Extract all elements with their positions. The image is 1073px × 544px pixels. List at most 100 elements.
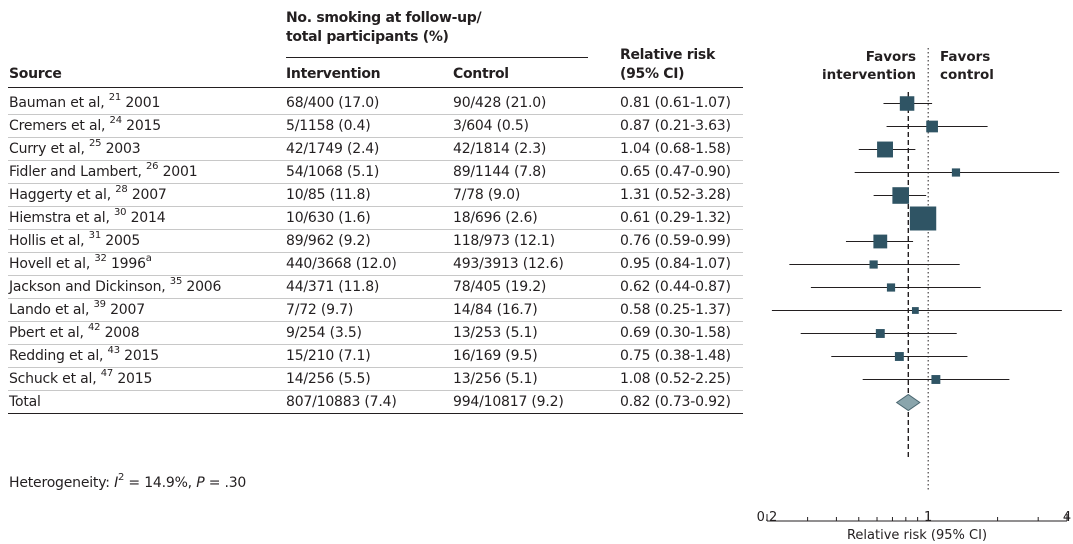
study-year: 2015	[126, 118, 161, 134]
study-control: 118/973 (12.1)	[453, 233, 555, 249]
study-control: 90/428 (21.0)	[453, 95, 547, 111]
study-control: 14/84 (16.7)	[453, 302, 538, 318]
total-intervention: 807/10883 (7.4)	[286, 394, 397, 410]
study-ref: 26	[146, 161, 159, 173]
point-marker	[894, 352, 904, 361]
x-tick-label: 1	[924, 510, 932, 525]
study-year: 2001	[162, 164, 198, 180]
study-name: Pbert et al,	[9, 325, 84, 341]
heterogeneity-i-sup: 2	[118, 472, 125, 484]
study-source: Jackson and Dickinson, 35 2006	[9, 277, 222, 295]
study-ref: 24	[109, 115, 123, 127]
favors-control-line1: Favors	[940, 49, 990, 65]
study-year: 2015	[117, 371, 153, 387]
study-ref: 28	[115, 184, 128, 196]
total-divider	[8, 413, 743, 414]
rr-header-line2: (95% CI)	[620, 66, 685, 82]
heterogeneity-text: Heterogeneity: I2 = 14.9%, P = .30	[9, 472, 246, 491]
row-divider	[8, 321, 743, 322]
x-axis-title: Relative risk (95% CI)	[847, 528, 987, 543]
study-intervention: 440/3668 (12.0)	[286, 256, 397, 272]
point-marker	[931, 375, 941, 384]
study-ref: 32	[94, 253, 107, 265]
study-name: Curry et al,	[9, 141, 85, 157]
study-control: 89/1144 (7.8)	[453, 164, 547, 180]
study-source: Haggerty et al, 28 2007	[9, 184, 167, 203]
study-year: 2015	[124, 348, 159, 364]
study-ref: 25	[89, 138, 102, 150]
heterogeneity-i-symbol: I	[114, 475, 118, 491]
point-marker	[951, 168, 961, 177]
study-year: 2008	[104, 325, 140, 341]
study-ref: 39	[93, 299, 107, 311]
study-intervention: 9/254 (3.5)	[286, 325, 362, 341]
row-divider	[8, 252, 743, 253]
study-control: 7/78 (9.0)	[453, 187, 521, 203]
total-label: Total	[9, 394, 41, 410]
study-ref: 42	[87, 322, 101, 334]
point-marker	[873, 234, 888, 249]
heterogeneity-p-symbol: P	[196, 475, 205, 491]
study-rr-text: 0.61 (0.29-1.32)	[620, 210, 731, 226]
study-source: Cremers et al, 24 2015	[9, 115, 161, 134]
x-tick-label: 4	[1063, 510, 1071, 525]
study-rr-text: 0.87 (0.21-3.63)	[620, 118, 731, 134]
study-rr-text: 0.76 (0.59-0.99)	[620, 233, 731, 249]
study-name: Bauman et al,	[9, 95, 105, 111]
group-title-line2: total participants (%)	[286, 29, 449, 45]
study-year: 2001	[125, 95, 161, 111]
row-divider	[8, 298, 743, 299]
group-title-line1: No. smoking at follow-up/	[286, 10, 482, 26]
study-rr-text: 0.58 (0.25-1.37)	[620, 302, 731, 318]
study-intervention: 10/630 (1.6)	[286, 210, 371, 226]
study-intervention: 5/1158 (0.4)	[286, 118, 371, 134]
heterogeneity-i-value: = 14.9%,	[124, 475, 197, 491]
study-year: 2007	[110, 302, 145, 318]
header-rule	[8, 87, 743, 88]
study-source: Curry et al, 25 2003	[9, 138, 141, 157]
favors-intervention-line2: intervention	[822, 67, 916, 83]
row-divider	[8, 229, 743, 230]
pooled-diamond	[895, 393, 921, 412]
point-marker	[877, 141, 893, 158]
study-ref: 30	[113, 207, 127, 219]
study-ref: 31	[88, 230, 102, 242]
study-source: Pbert et al, 42 2008	[9, 322, 140, 341]
study-control: 42/1814 (2.3)	[453, 141, 547, 157]
row-divider	[8, 344, 743, 345]
point-marker	[911, 307, 919, 314]
row-divider	[8, 367, 743, 368]
total-rr-text: 0.82 (0.73-0.92)	[620, 394, 731, 410]
study-year: 1996	[110, 256, 146, 272]
study-intervention: 14/256 (5.5)	[286, 371, 371, 387]
point-marker	[899, 96, 915, 111]
study-name: Hollis et al,	[9, 233, 85, 249]
study-rr-text: 0.75 (0.38-1.48)	[620, 348, 731, 364]
point-marker	[909, 206, 937, 231]
row-divider	[8, 160, 743, 161]
study-rr-text: 1.04 (0.68-1.58)	[620, 141, 731, 157]
study-control: 13/253 (5.1)	[453, 325, 538, 341]
study-intervention: 7/72 (9.7)	[286, 302, 354, 318]
favors-intervention-line1: Favors	[866, 49, 916, 65]
study-name: Jackson and Dickinson,	[9, 279, 166, 295]
study-intervention: 54/1068 (5.1)	[286, 164, 380, 180]
rr-header-line1: Relative risk	[620, 47, 715, 63]
study-source: Bauman et al, 21 2001	[9, 93, 161, 111]
study-control: 16/169 (9.5)	[453, 348, 538, 364]
study-rr-text: 0.95 (0.84-1.07)	[620, 256, 731, 272]
source-header: Source	[9, 66, 62, 82]
row-divider	[8, 183, 743, 184]
study-intervention: 44/371 (11.8)	[286, 279, 380, 295]
study-year: 2006	[186, 279, 222, 295]
study-year: 2005	[105, 233, 141, 249]
study-control: 18/696 (2.6)	[453, 210, 538, 226]
study-rr-text: 0.81 (0.61-1.07)	[620, 95, 731, 111]
study-year: 2003	[105, 141, 141, 157]
study-year: 2007	[131, 187, 167, 203]
study-name: Lando et al,	[9, 302, 90, 318]
study-note: a	[145, 253, 152, 265]
study-source: Lando et al, 39 2007	[9, 299, 145, 318]
study-control: 78/405 (19.2)	[453, 279, 547, 295]
